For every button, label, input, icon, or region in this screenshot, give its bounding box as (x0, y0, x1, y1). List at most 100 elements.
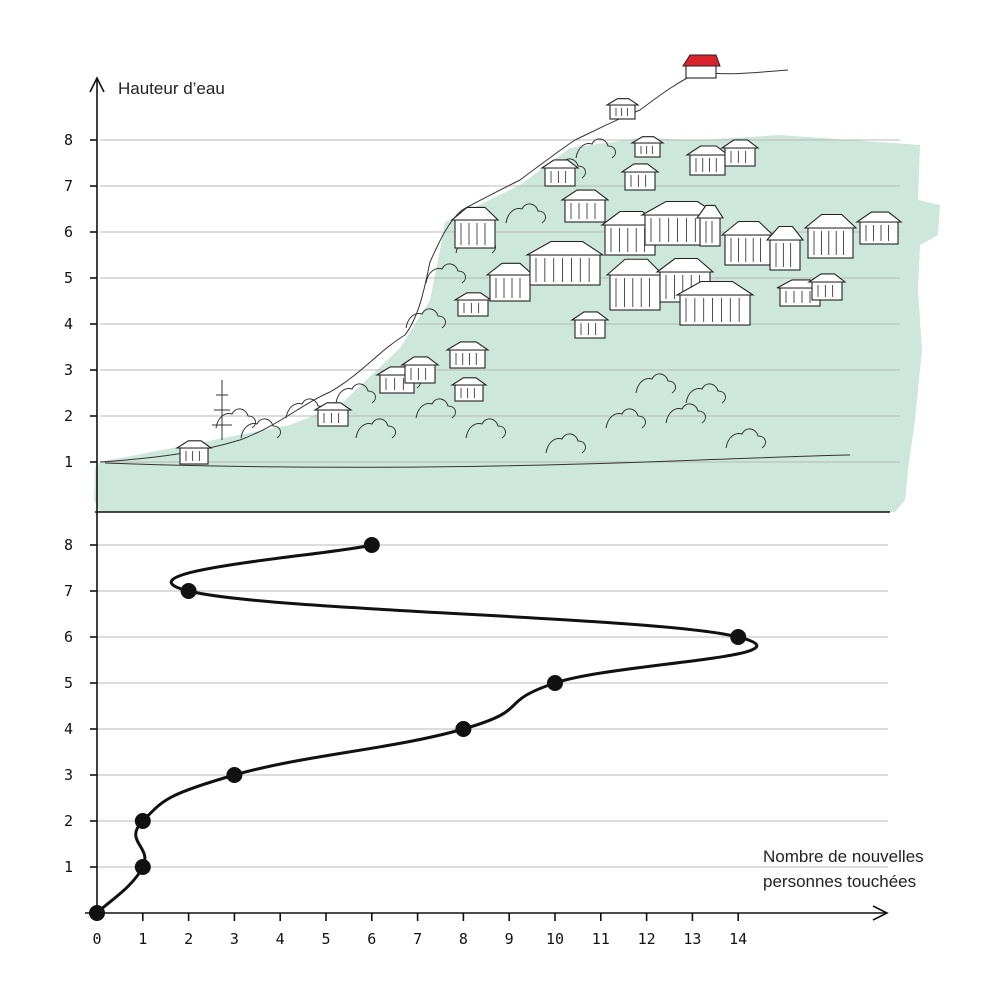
top-y-axis-label: Hauteur d’eau (118, 79, 225, 98)
bottom-y-tick-label: 2 (64, 812, 73, 830)
house-icon (605, 258, 665, 311)
bottom-x-tick-label: 14 (729, 930, 747, 948)
tree-icon (605, 408, 646, 429)
house-icon (765, 225, 805, 271)
tree-icon (335, 383, 376, 404)
hill-outline (99, 71, 701, 463)
bottom-x-tick-label: 3 (230, 930, 239, 948)
tree-icon (665, 403, 706, 424)
house-icon (674, 280, 755, 326)
data-point (89, 905, 105, 921)
top-y-tick-label: 2 (64, 407, 73, 425)
top-y-ticks: 1 2 3 4 5 6 7 8 (64, 131, 97, 471)
bottom-x-tick-label: 2 (184, 930, 193, 948)
house-icon (540, 159, 580, 187)
top-y-tick-label: 4 (64, 315, 73, 333)
data-point (226, 767, 243, 783)
top-y-tick-label: 5 (64, 269, 73, 287)
house-icon (570, 311, 610, 339)
house-icon (445, 341, 490, 369)
bottom-x-tick-label: 6 (367, 930, 376, 948)
bottom-y-tick-label: 8 (64, 536, 73, 554)
bottom-x-tick-label: 5 (321, 930, 330, 948)
house-icon (450, 377, 488, 402)
trees (212, 138, 766, 454)
bottom-x-tick-label: 12 (638, 930, 656, 948)
tree-icon (212, 380, 232, 440)
tree-icon (685, 383, 726, 404)
bottom-x-tick-label: 4 (276, 930, 285, 948)
house-icon (175, 440, 213, 465)
house-icon (807, 273, 847, 301)
tree-icon (505, 203, 546, 224)
tree-icon (405, 308, 446, 329)
tree-icon (355, 418, 396, 439)
data-point (547, 675, 563, 691)
house-icon (803, 213, 858, 259)
tree-icon (425, 263, 466, 284)
tree-icon (635, 373, 676, 394)
tree-icon (415, 398, 456, 419)
house-icon (605, 98, 640, 120)
house-icon (776, 279, 825, 307)
houses (175, 54, 903, 465)
bottom-x-ticks: 0 1 2 3 4 5 6 7 8 9 10 11 12 13 14 (92, 913, 747, 948)
house-icon (855, 211, 903, 245)
bottom-y-tick-label: 6 (64, 628, 73, 646)
house-icon (450, 206, 500, 249)
series-markers (89, 537, 747, 921)
bottom-x-tick-label: 8 (459, 930, 468, 948)
data-point (730, 629, 747, 645)
top-y-tick-label: 1 (64, 453, 73, 471)
house-icon (453, 292, 493, 317)
bottom-y-tick-label: 5 (64, 674, 73, 692)
house-icon (630, 136, 665, 158)
bottom-y-tick-label: 1 (64, 858, 73, 876)
tree-icon (545, 433, 586, 454)
bottom-y-ticks: 1 2 3 4 5 6 7 8 (64, 536, 97, 876)
top-y-tick-label: 6 (64, 223, 73, 241)
bottom-panel: Nombre de nouvelles personnes touchées 1… (64, 512, 924, 948)
tree-icon (725, 428, 766, 449)
bottom-x-axis-arrow (872, 905, 889, 921)
house-icon (695, 204, 725, 247)
data-point (134, 813, 151, 829)
data-point (180, 583, 197, 599)
x-axis-label-line2: personnes touchées (763, 872, 916, 891)
bottom-x-tick-label: 10 (546, 930, 564, 948)
x-axis-label-line1: Nombre de nouvelles (763, 847, 924, 866)
bottom-x-tick-label: 0 (92, 930, 101, 948)
house-icon (720, 220, 775, 266)
bottom-y-tick-label: 4 (64, 720, 73, 738)
data-point (363, 537, 380, 553)
shoreline (104, 454, 851, 468)
house-icon (485, 262, 535, 302)
top-y-tick-label: 7 (64, 177, 73, 195)
bottom-y-tick-label: 7 (64, 582, 73, 600)
bottom-x-tick-label: 9 (505, 930, 514, 948)
bottom-y-tick-label: 3 (64, 766, 73, 784)
summit-house-icon (682, 54, 721, 79)
top-y-tick-label: 3 (64, 361, 73, 379)
tree-icon (240, 418, 281, 439)
house-icon (720, 139, 760, 167)
house-icon (560, 189, 610, 223)
top-panel: Hauteur d’eau 1 2 3 4 5 6 7 8 (64, 54, 940, 513)
top-y-tick-label: 8 (64, 131, 73, 149)
bottom-x-tick-label: 13 (683, 930, 701, 948)
bottom-x-tick-label: 7 (413, 930, 422, 948)
tree-icon (465, 418, 506, 439)
bottom-gridlines (97, 544, 888, 868)
bottom-x-tick-label: 1 (138, 930, 147, 948)
house-icon (620, 163, 660, 191)
bottom-x-tick-label: 11 (592, 930, 610, 948)
data-point (455, 721, 472, 737)
house-icon (400, 356, 440, 384)
house-icon (524, 240, 605, 286)
house-icon (313, 402, 353, 427)
house-icon (685, 145, 730, 176)
data-point (134, 859, 151, 875)
top-y-axis-arrow (89, 76, 105, 93)
